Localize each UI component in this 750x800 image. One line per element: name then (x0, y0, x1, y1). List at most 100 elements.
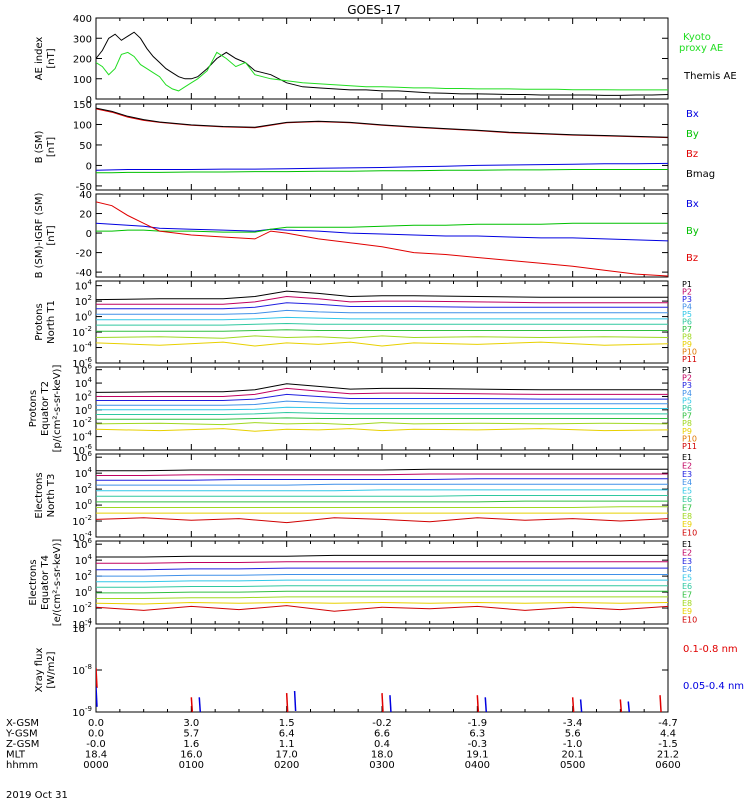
y-axis-label: [nT] (46, 225, 57, 245)
legend-entry: E2 (682, 461, 692, 470)
y-tick-label: 50 (79, 141, 92, 152)
legend-entry: E6 (682, 582, 692, 591)
legend-kyoto: Kyoto proxy AE (679, 32, 723, 54)
footer-cell: -1.5 (658, 739, 678, 750)
legend-entry: E8 (682, 599, 692, 608)
footer-cell: -0.2 (372, 718, 392, 729)
y-tick-label: 0 (86, 229, 92, 240)
panel-data (96, 201, 668, 277)
legend-entry: P10 (682, 348, 697, 357)
series-line-bmag (96, 107, 668, 138)
legend-entry: P10 (682, 434, 697, 443)
footer-cell: 18.4 (85, 750, 107, 761)
legend-entry: P2 (682, 374, 692, 383)
series-line-p4 (96, 400, 668, 406)
footer-row-label: MLT (6, 750, 26, 761)
series-line-p7 (96, 329, 668, 332)
footer-cell: -1.9 (468, 718, 488, 729)
footer-cell: 5.6 (565, 729, 581, 740)
y-axis-label: [W/m2] (46, 651, 57, 688)
y-axis-label: Equator T2 (40, 381, 51, 436)
footer-cell: 0600 (655, 760, 680, 771)
xray-mark (285, 693, 289, 712)
series-line-themis-ae (96, 31, 668, 96)
series-line-p5 (96, 316, 668, 321)
legend-entry: Bz (686, 253, 698, 264)
legend-entry: E5 (682, 574, 692, 583)
footer-cell: 0.0 (88, 718, 104, 729)
series-line-e8 (96, 506, 668, 508)
footer-cell: 0500 (560, 760, 585, 771)
y-tick-exponent: -4 (85, 430, 93, 438)
legend-entry: E7 (682, 503, 692, 512)
y-tick-exponent: 6 (88, 537, 93, 545)
footer-cell: 6.6 (374, 729, 390, 740)
y-tick-label: -20 (76, 249, 92, 260)
xray-mark (579, 699, 583, 712)
y-tick-exponent: 4 (88, 279, 93, 287)
y-tick-label: 20 (79, 210, 92, 221)
y-axis-label: B (SM) (34, 130, 45, 163)
y-tick-exponent: -4 (85, 341, 93, 349)
footer-cell: 17.0 (276, 750, 298, 761)
series-line-e6 (96, 495, 668, 497)
y-tick-exponent: -8 (85, 663, 92, 671)
legend-kyoto-line: proxy AE (679, 43, 723, 54)
legend-entry: E8 (682, 512, 692, 521)
series-line-e4 (96, 483, 668, 486)
panel-data (96, 107, 668, 174)
legend-entry: P8 (682, 419, 692, 428)
series-line-p3 (96, 393, 668, 401)
panel-ae: 0 100 200 300 400 AE index [nT] Kyoto proxy AE Th… (34, 14, 737, 106)
xray-mark (198, 697, 202, 712)
series-line-p3 (96, 302, 668, 310)
y-tick-label: 100 (73, 75, 92, 86)
footer-cell: 20.1 (562, 750, 584, 761)
xray-mark (659, 695, 662, 712)
series-line-e1 (96, 554, 668, 558)
series-line-e5 (96, 489, 668, 492)
legend-entry: Bx (686, 199, 699, 210)
series-line-e7 (96, 500, 668, 503)
panel-data (96, 290, 668, 347)
legend-entry: E5 (682, 487, 692, 496)
footer-cell: 0.4 (374, 739, 390, 750)
xray-mark (96, 686, 98, 707)
legend-themis: Themis AE (683, 71, 737, 82)
series-line-p1 (96, 290, 668, 301)
xray-mark (389, 695, 392, 712)
y-tick-exponent: 0 (88, 403, 92, 411)
series-line-e6 (96, 585, 668, 588)
footer-cell: 0.0 (88, 729, 104, 740)
series-line-bz (96, 201, 668, 277)
y-tick-label: 300 (73, 34, 92, 45)
legend-entry: P9 (682, 340, 692, 349)
series-line-p2 (96, 387, 668, 397)
legend-entry: By (686, 129, 699, 140)
footer-cell: -3.4 (563, 718, 583, 729)
legend-entry: P9 (682, 427, 692, 436)
legend-entry: E4 (682, 478, 692, 487)
legend-entry: E9 (682, 520, 692, 529)
series-line-p8 (96, 335, 668, 339)
footer-cell: 21.2 (657, 750, 679, 761)
footer-cell: 0200 (274, 760, 299, 771)
footer-cell: -0.0 (86, 739, 106, 750)
legend-entry: P6 (682, 404, 692, 413)
xray-mark (476, 695, 480, 712)
series-line-p6 (96, 322, 668, 326)
xray-mark (381, 693, 384, 712)
series-line-e3 (96, 478, 668, 481)
legend-entry: 0.05-0.4 nm (683, 681, 744, 692)
footer-row-label: Z-GSM (6, 739, 39, 750)
y-tick-exponent: 2 (88, 294, 92, 302)
date-label: 2019 Oct 31 (6, 790, 68, 800)
xray-mark (190, 697, 194, 712)
y-tick-exponent: 2 (88, 389, 92, 397)
y-tick-exponent: -6 (85, 443, 93, 451)
series-line-bx (96, 162, 668, 171)
legend-entry: P11 (682, 442, 697, 451)
y-axis-label: North T3 (46, 474, 57, 518)
